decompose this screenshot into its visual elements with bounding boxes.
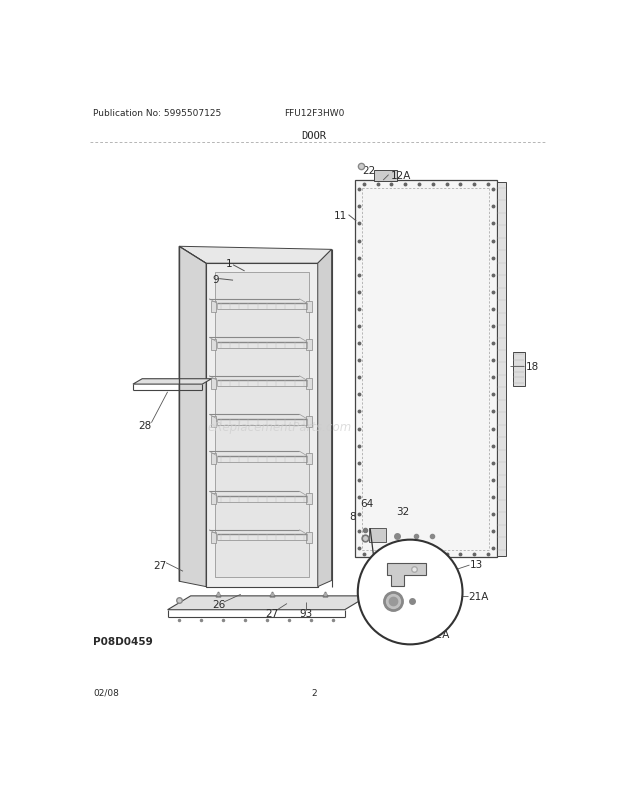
Text: 93: 93 [299, 608, 313, 618]
Text: 22: 22 [363, 166, 376, 176]
Bar [211, 494, 216, 504]
Bar [368, 529, 386, 542]
Bar [306, 494, 312, 504]
Bar [211, 454, 216, 464]
Text: 12A: 12A [391, 171, 411, 180]
Polygon shape [179, 247, 332, 264]
Text: DOOR: DOOR [301, 132, 326, 141]
Text: 2: 2 [311, 688, 317, 697]
Bar [211, 302, 216, 312]
Text: Publication No: 5995507125: Publication No: 5995507125 [93, 108, 221, 118]
Text: 13: 13 [470, 559, 484, 569]
Bar [513, 352, 525, 387]
Text: 26: 26 [213, 599, 226, 609]
Bar [211, 340, 216, 350]
Polygon shape [179, 247, 206, 587]
Bar [215, 273, 309, 577]
Text: 11: 11 [334, 210, 347, 221]
Bar [211, 379, 216, 389]
Polygon shape [387, 563, 425, 586]
Bar [374, 171, 397, 181]
Text: 22A: 22A [430, 630, 450, 639]
Text: 27: 27 [265, 608, 278, 618]
Polygon shape [133, 379, 211, 385]
Text: 02/08: 02/08 [93, 688, 119, 697]
Polygon shape [167, 596, 368, 610]
Text: 64: 64 [360, 499, 374, 508]
Text: P08D0459: P08D0459 [93, 636, 153, 646]
Bar [497, 183, 507, 556]
Bar [306, 379, 312, 389]
Bar [306, 533, 312, 543]
Text: 1: 1 [226, 259, 232, 269]
Bar [306, 340, 312, 350]
Circle shape [358, 540, 463, 645]
Bar [211, 417, 216, 427]
Polygon shape [317, 250, 332, 587]
Text: 9: 9 [212, 274, 219, 284]
Text: eReplacementParts.com: eReplacementParts.com [207, 420, 352, 433]
Text: 21A: 21A [469, 591, 489, 602]
Bar [355, 180, 497, 557]
Bar [306, 454, 312, 464]
Text: 28: 28 [139, 420, 152, 431]
Text: FFU12F3HW0: FFU12F3HW0 [284, 108, 344, 118]
Bar [211, 533, 216, 543]
Bar [306, 302, 312, 312]
Text: 32: 32 [396, 507, 409, 516]
Text: 27: 27 [153, 561, 167, 570]
Bar [306, 417, 312, 427]
Text: 8: 8 [349, 511, 356, 521]
Bar [206, 264, 317, 587]
Text: 18: 18 [526, 362, 539, 372]
